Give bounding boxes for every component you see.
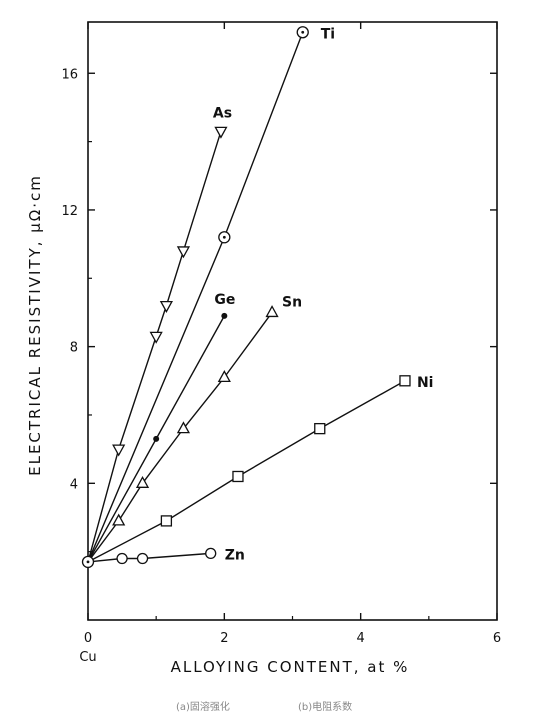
point-zn-3 xyxy=(205,547,217,560)
series-line-zn xyxy=(87,552,211,563)
point-sn-5 xyxy=(265,305,279,318)
point-as-3 xyxy=(159,300,173,313)
point-ti-1-center xyxy=(222,235,226,239)
point-as-4 xyxy=(176,246,191,259)
point-zn-1 xyxy=(116,552,128,565)
point-sn-1 xyxy=(112,513,126,526)
series-label-zn: Zn xyxy=(225,547,245,563)
point-zn-2 xyxy=(136,552,149,565)
point-origin-center xyxy=(86,560,90,564)
series-line-as xyxy=(87,131,222,563)
point-ti-2-center xyxy=(301,30,305,34)
point-ni-1 xyxy=(160,515,173,527)
point-sn-2 xyxy=(135,475,150,488)
y-tick-label-2: 12 xyxy=(61,204,78,219)
x-tick-label-1: 2 xyxy=(220,631,228,646)
point-sn-4 xyxy=(217,370,231,383)
series-line-ti xyxy=(87,32,304,563)
y-tick-label-3: 16 xyxy=(61,67,78,82)
y-axis-title: ELECTRICAL RESISTIVITY, μΩ·cm xyxy=(26,174,44,476)
caption-a: (a)固溶强化 xyxy=(176,702,230,713)
origin-label: Cu xyxy=(79,650,96,665)
x-tick-label-3: 6 xyxy=(493,631,501,646)
series-label-as: As xyxy=(213,105,232,121)
series-line-sn xyxy=(87,312,273,563)
series-label-ni: Ni xyxy=(417,375,434,391)
series-label-sn: Sn xyxy=(282,294,302,310)
point-ge-1 xyxy=(153,435,160,442)
point-ni-4 xyxy=(399,375,411,387)
point-ni-3 xyxy=(314,422,326,435)
x-tick-label-2: 4 xyxy=(357,631,365,646)
x-tick-label-0: 0 xyxy=(84,631,92,646)
series-label-ge: Ge xyxy=(214,292,235,308)
y-tick-label-0: 4 xyxy=(70,477,78,492)
point-as-1 xyxy=(112,444,126,457)
x-axis-title: ALLOYING CONTENT, at % xyxy=(171,658,410,676)
point-as-5 xyxy=(214,126,228,139)
resistivity-chart: 0 2 4 6 4 8 12 16 Ti As Ge Sn Ni Zn ALLOYING CONTENT… xyxy=(26,21,501,676)
series-line-ni xyxy=(87,380,406,563)
point-sn-3 xyxy=(176,421,191,434)
caption-b: (b)电阻系数 xyxy=(298,702,353,713)
point-as-2 xyxy=(149,331,163,344)
y-tick-label-1: 8 xyxy=(70,341,78,356)
series-label-ti: Ti xyxy=(321,26,335,42)
point-ge-2 xyxy=(221,312,228,319)
point-ni-2 xyxy=(232,470,244,483)
